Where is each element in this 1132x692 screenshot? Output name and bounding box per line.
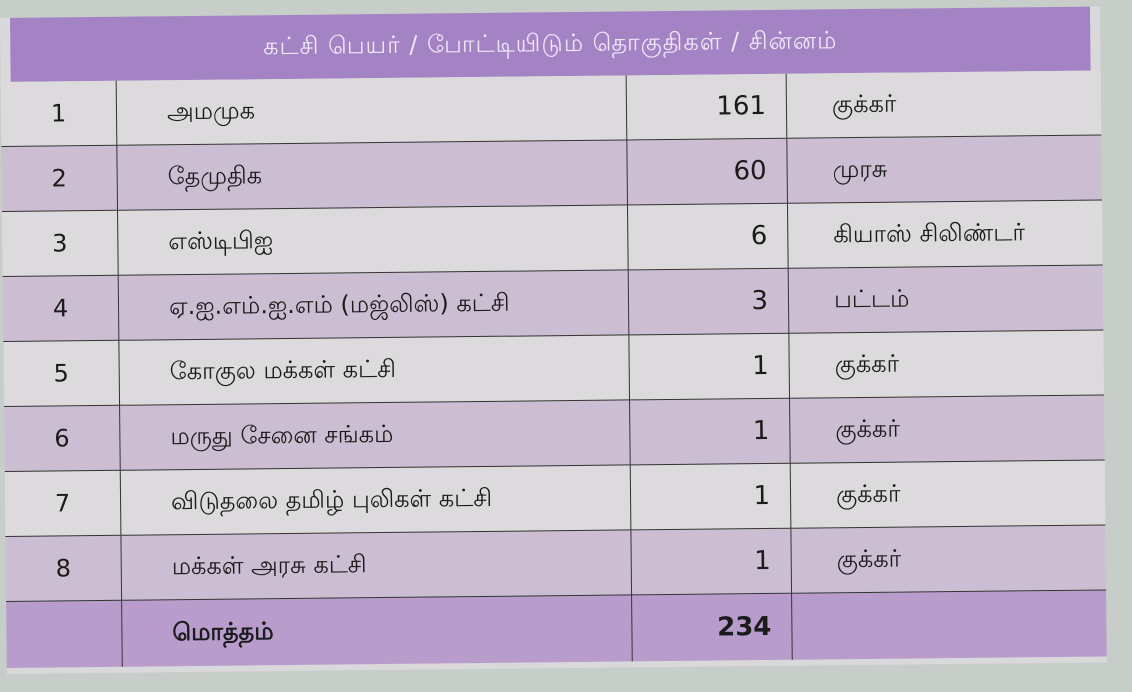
party-symbol: குக்கர் xyxy=(790,524,1107,594)
table-row: 2 தேமுதிக 60 முரசு xyxy=(1,134,1102,212)
party-name: ஏ.ஐ.எம்.ஐ.எம் (மஜ்லிஸ்) கட்சி xyxy=(118,269,629,341)
party-symbol: பட்டம் xyxy=(788,264,1104,334)
party-name: கோகுல மக்கள் கட்சி xyxy=(118,334,630,406)
total-empty-cell xyxy=(6,600,123,668)
total-label: மொத்தம் xyxy=(121,594,633,667)
row-number: 2 xyxy=(1,145,118,212)
party-name: மக்கள் அரசு கட்சி xyxy=(120,529,632,601)
seat-count: 1 xyxy=(628,333,790,400)
row-number: 7 xyxy=(4,470,121,537)
seat-count: 1 xyxy=(629,398,791,465)
row-number: 4 xyxy=(2,275,119,342)
party-name: எஸ்டிபிஐ xyxy=(117,204,629,276)
row-number: 1 xyxy=(0,80,117,147)
total-row: மொத்தம் 234 xyxy=(6,589,1107,668)
party-name: தேமுதிக xyxy=(116,139,628,211)
table-row: 3 எஸ்டிபிஐ 6 கியாஸ் சிலிண்டர் xyxy=(2,199,1103,277)
total-symbol-empty xyxy=(791,589,1107,660)
party-name: விடுதலை தமிழ் புலிகள் கட்சி xyxy=(120,464,631,536)
party-symbol: முரசு xyxy=(786,134,1102,204)
party-name: மருது சேனை சங்கம் xyxy=(119,399,631,471)
row-number: 5 xyxy=(3,340,120,407)
table-row: 5 கோகுல மக்கள் கட்சி 1 குக்கர் xyxy=(3,329,1105,407)
table-sheet: கட்சி பெயர் / போட்டியிடும் தொகுதிகள் / ச… xyxy=(0,6,1107,674)
total-seats: 234 xyxy=(631,593,793,662)
table-row: 4 ஏ.ஐ.எம்.ஐ.எம் (மஜ்லிஸ்) கட்சி 3 பட்டம் xyxy=(2,264,1104,342)
party-name: அமமுக xyxy=(116,75,627,146)
row-number: 8 xyxy=(5,535,122,602)
seat-count: 3 xyxy=(628,268,789,335)
table-row: 8 மக்கள் அரசு கட்சி 1 குக்கர் xyxy=(5,524,1107,602)
party-symbol: குக்கர் xyxy=(790,459,1106,529)
seat-count: 1 xyxy=(630,463,791,530)
row-number: 6 xyxy=(4,405,121,472)
party-symbol: குக்கர் xyxy=(786,70,1102,139)
seat-count: 1 xyxy=(630,528,792,595)
party-symbol: கியாஸ் சிலிண்டர் xyxy=(787,199,1103,269)
party-symbol: குக்கர் xyxy=(788,329,1105,399)
seat-count: 161 xyxy=(626,73,787,140)
alliance-table: 1 அமமுக 161 குக்கர் 2 தேமுதிக 60 முரசு 3 எஸ்டிபிஐ… xyxy=(0,70,1107,668)
party-symbol: குக்கர் xyxy=(789,394,1105,464)
table-row: 1 அமமுக 161 குக்கர் xyxy=(0,70,1102,147)
seat-count: 6 xyxy=(627,203,789,270)
table-row: 6 மருது சேனை சங்கம் 1 குக்கர் xyxy=(4,394,1105,472)
table-row: 7 விடுதலை தமிழ் புலிகள் கட்சி 1 குக்கர் xyxy=(4,459,1106,537)
row-number: 3 xyxy=(2,210,119,277)
table-header: கட்சி பெயர் / போட்டியிடும் தொகுதிகள் / ச… xyxy=(9,6,1091,82)
seat-count: 60 xyxy=(626,138,788,205)
